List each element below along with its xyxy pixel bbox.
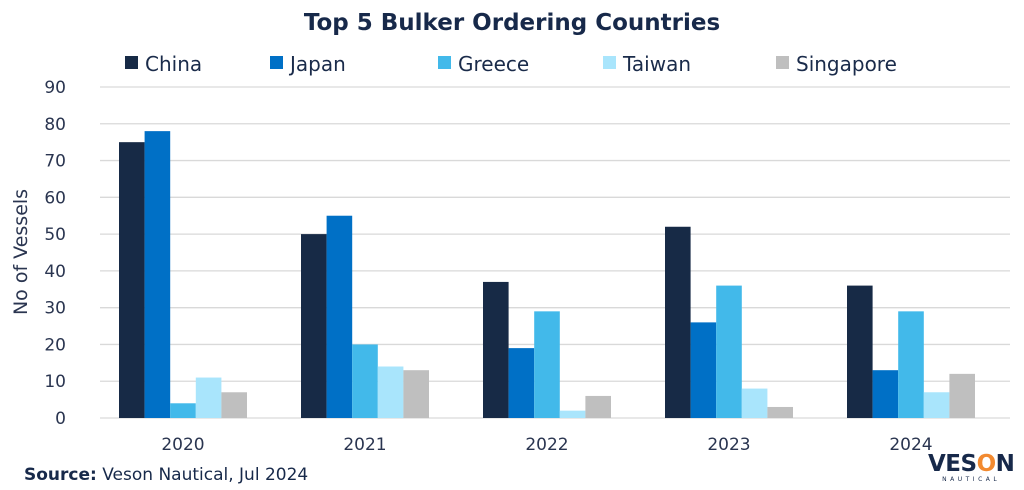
source-note: Source: Veson Nautical, Jul 2024 (24, 465, 308, 485)
legend-item-japan: Japan (270, 52, 346, 76)
y-tick-label: 90 (44, 78, 66, 98)
logo-wordmark: VESON (928, 451, 1015, 477)
legend-label: China (145, 52, 202, 76)
bar-singapore-2023 (767, 406, 793, 418)
bar-greece-2024 (898, 311, 924, 418)
x-tick-label: 2022 (525, 435, 568, 455)
bar-china-2021 (301, 234, 327, 418)
source-label: Source: (24, 465, 97, 485)
bar-japan-2021 (326, 215, 353, 418)
bar-greece-2021 (352, 344, 378, 418)
x-tick-label: 2023 (707, 435, 750, 455)
bar-taiwan-2023 (741, 388, 768, 418)
x-tick-label: 2020 (161, 435, 204, 455)
y-tick-label: 20 (44, 335, 66, 355)
bars (119, 131, 975, 418)
legend-swatch (125, 56, 138, 69)
bar-greece-2020 (170, 403, 196, 418)
y-tick-label: 70 (44, 152, 66, 172)
legend-label: Japan (288, 52, 346, 76)
y-axis-label: No of Vessels (10, 189, 32, 315)
y-tick-label: 60 (44, 188, 66, 208)
legend-label: Greece (458, 52, 529, 76)
legend-label: Singapore (796, 52, 897, 76)
bar-singapore-2021 (403, 370, 429, 418)
legend-swatch (270, 56, 283, 69)
legend-swatch (603, 56, 616, 69)
bar-china-2022 (483, 281, 509, 418)
legend-label: Taiwan (622, 52, 691, 76)
bar-greece-2022 (534, 311, 560, 418)
legend-item-china: China (125, 52, 202, 76)
x-tick-label: 2021 (343, 435, 386, 455)
veson-logo: VESON NAUTICAL (928, 451, 1015, 484)
y-tick-label: 0 (55, 409, 66, 429)
y-tick-label: 30 (44, 299, 66, 319)
bar-japan-2022 (508, 348, 535, 418)
legend-swatch (438, 56, 451, 69)
legend-item-taiwan: Taiwan (603, 52, 691, 76)
legend-item-singapore: Singapore (776, 52, 897, 76)
y-tick-label: 80 (44, 115, 66, 135)
source-text: Veson Nautical, Jul 2024 (102, 465, 309, 485)
bar-singapore-2024 (949, 373, 975, 418)
bar-taiwan-2021 (377, 366, 404, 418)
legend-item-greece: Greece (438, 52, 529, 76)
y-tick-label: 40 (44, 262, 66, 282)
gridlines (100, 86, 1010, 419)
bar-japan-2020 (144, 131, 171, 418)
legend-swatch (776, 56, 789, 69)
x-tick-label: 2024 (889, 435, 932, 455)
logo-subtitle: NAUTICAL (942, 476, 1001, 483)
bar-china-2023 (665, 226, 691, 418)
bar-taiwan-2020 (195, 377, 222, 418)
y-tick-label: 50 (44, 225, 66, 245)
bar-singapore-2020 (221, 392, 247, 418)
x-axis-ticks: 2020 2021 2022 2023 2024 (161, 435, 932, 455)
bar-greece-2023 (716, 285, 742, 418)
bar-japan-2024 (872, 370, 899, 418)
legend: China Japan Greece Taiwan Singapore (125, 52, 897, 76)
chart-title: Top 5 Bulker Ordering Countries (304, 10, 720, 36)
y-tick-label: 10 (44, 372, 66, 392)
bar-japan-2023 (690, 322, 717, 418)
bar-taiwan-2022 (559, 410, 586, 418)
bar-taiwan-2024 (923, 392, 950, 418)
bar-singapore-2022 (585, 395, 611, 418)
bar-china-2020 (119, 142, 145, 418)
y-axis-ticks: 0 10 20 30 40 50 60 70 80 90 (44, 78, 66, 429)
bar-china-2024 (847, 285, 873, 418)
